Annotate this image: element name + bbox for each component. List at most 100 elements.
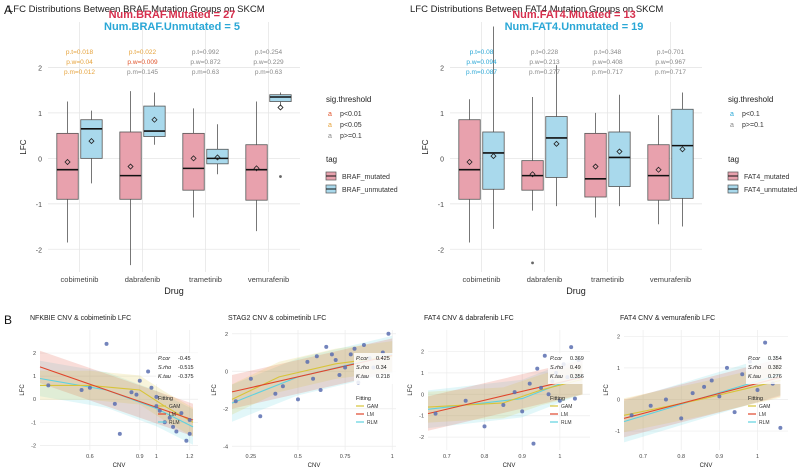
x-tick-label: 1 <box>391 454 394 460</box>
y-tick-label: -2 <box>36 247 42 254</box>
scatter-point <box>157 408 162 413</box>
scatter-point <box>348 352 353 357</box>
scatter-point <box>154 404 159 409</box>
y-tick-label: 1 <box>38 111 42 118</box>
scatter-point <box>187 418 192 422</box>
scatter-point <box>482 424 487 429</box>
scatter-point <box>248 376 253 381</box>
stat-label: S.rho <box>550 365 563 371</box>
mutated-mean-marker <box>253 165 260 172</box>
scatter-point <box>258 414 263 419</box>
y-tick-label: -1 <box>438 202 444 209</box>
scatter-point <box>778 425 783 430</box>
scatter-point <box>572 396 577 401</box>
y-tick-label: 2 <box>33 351 36 357</box>
x-axis-label: Drug <box>566 286 586 296</box>
p-value-label: p.m=0.717 <box>592 69 623 76</box>
mutated-count-label: Num.FAT4.Mutated = 13 <box>512 9 636 21</box>
scatter-point <box>361 343 366 347</box>
scatter-point <box>569 345 574 350</box>
scatter-point <box>318 388 323 392</box>
y-tick-label: 0 <box>421 392 424 398</box>
p-value-label: p.t=0.018 <box>66 49 94 56</box>
fit-legend-label: GAM <box>367 404 378 410</box>
lm-fit-line <box>39 366 194 421</box>
scatter-point <box>709 378 714 383</box>
y-tick-label: 1 <box>33 374 36 380</box>
p-value-label: p.t=0.228 <box>531 49 559 56</box>
x-tick-label: 0.9 <box>136 454 144 460</box>
y-tick-label: 2 <box>617 334 620 340</box>
legend-title: sig.threshold <box>326 95 371 104</box>
x-axis-label: CNV <box>503 463 516 469</box>
rlm-confidence-band <box>40 360 193 445</box>
scatter-point <box>149 385 154 390</box>
mutated-count-label: Num.BRAF.Mutated = 27 <box>109 9 236 21</box>
x-tick-label: 0.7 <box>639 454 647 460</box>
scatter-title: STAG2 CNV & cobimetinib LFC <box>228 315 326 322</box>
stat-label: P.cor <box>356 356 369 362</box>
y-axis-label: LFC <box>604 384 610 396</box>
x-tick-label: dabrafenib <box>527 275 562 284</box>
scatter-point <box>184 438 189 443</box>
x-tick-label: vemurafenib <box>650 275 691 284</box>
unmutated-mean-marker <box>490 153 497 160</box>
scatter-point <box>520 409 525 414</box>
scatter-point <box>648 403 653 408</box>
stat-value: 0.425 <box>376 356 390 362</box>
legend-label: p<0.05 <box>340 122 362 129</box>
x-tick-label: 0.75 <box>340 454 351 460</box>
stat-label: P.cor <box>158 356 171 362</box>
fit-legend-label: GAM <box>561 404 572 410</box>
scatter-point <box>314 354 319 359</box>
scatter-point <box>305 359 310 364</box>
stat-label: S.rho <box>748 365 761 371</box>
y-tick-label: 2 <box>225 332 228 338</box>
scatter-point <box>329 352 334 357</box>
legend-key-glyph: a <box>328 111 332 118</box>
unmutated-box <box>545 116 568 178</box>
scatter-title: FAT4 CNV & vemurafenib LFC <box>620 315 715 322</box>
mutated-mean-marker <box>529 171 536 178</box>
rlm-confidence-band <box>428 356 583 429</box>
fit-legend-title: Fitting <box>158 396 173 402</box>
legend-label: BRAF_mutated <box>342 174 390 181</box>
scatter-point <box>463 398 468 403</box>
p-value-label: p.t=0.022 <box>129 49 157 56</box>
mutated-mean-marker <box>190 155 197 162</box>
legend-label: p>=0.1 <box>340 133 362 140</box>
mutated-box <box>182 132 205 191</box>
fit-legend-title: Fitting <box>550 396 565 402</box>
stat-value: 0.354 <box>768 356 782 362</box>
y-axis-label: LFC <box>19 139 28 154</box>
mutated-box <box>245 144 268 201</box>
scatter-point <box>717 394 722 399</box>
y-tick-label: -1 <box>31 420 36 426</box>
fit-legend-label: GAM <box>759 404 770 410</box>
y-tick-label: -2 <box>223 407 228 413</box>
y-tick-label: -2 <box>31 443 36 449</box>
legend-key-glyph: a <box>328 122 332 129</box>
scatter-point <box>629 413 634 418</box>
scatter-point <box>146 369 151 374</box>
y-axis-label: LFC <box>408 384 414 396</box>
scatter-point <box>337 373 342 377</box>
unmutated-mean-marker <box>151 116 158 123</box>
y-tick-label: 2 <box>421 349 424 355</box>
scatter-point <box>46 383 51 388</box>
scatter-point <box>352 346 357 351</box>
scatter-point <box>527 381 532 386</box>
gam-confidence-band <box>40 370 193 437</box>
scatter-point <box>129 390 134 395</box>
stat-label: P.cor <box>550 356 563 362</box>
stat-value: 0.276 <box>768 374 782 380</box>
p-value-label: p.w=0.094 <box>466 59 497 66</box>
stats-box <box>746 353 790 384</box>
p-value-label: p.m=0.012 <box>64 69 95 76</box>
x-tick-label: 0.9 <box>518 454 526 460</box>
scatter-point <box>179 411 184 416</box>
scatter-point <box>535 366 540 371</box>
p-value-label: p.t=0.348 <box>594 49 622 56</box>
stat-label: S.rho <box>158 365 171 371</box>
scatter-point <box>171 424 176 429</box>
